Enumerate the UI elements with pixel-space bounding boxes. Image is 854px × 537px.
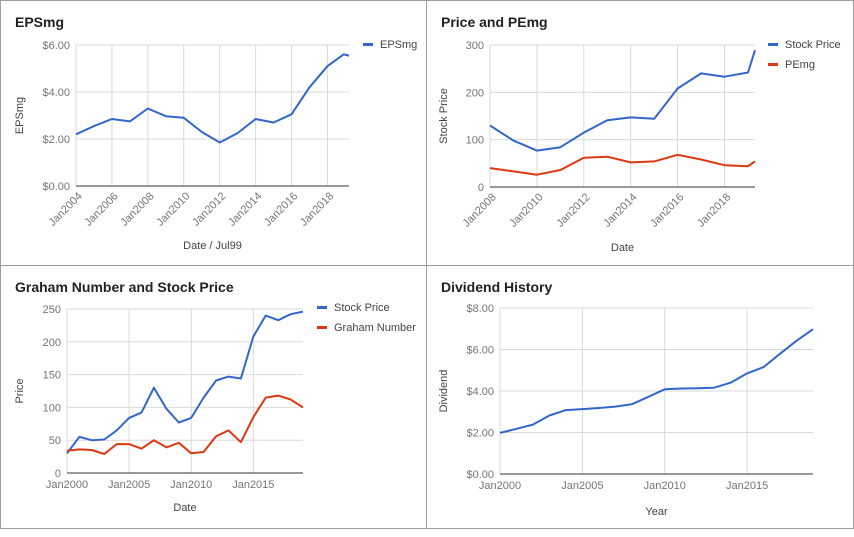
- pe-xtick-label: Jan2018: [695, 191, 733, 229]
- eps-xtick-label: Jan2004: [47, 190, 85, 228]
- eps-xtick-label: Jan2012: [190, 190, 228, 228]
- graham-xtick-label: Jan2000: [46, 479, 88, 491]
- eps-xtick-label: Jan2016: [262, 190, 300, 228]
- eps-xtick-label: Jan2010: [154, 190, 192, 228]
- pe-xtick-label: Jan2012: [554, 191, 592, 229]
- eps-xtick-label: Jan2008: [118, 190, 156, 228]
- graham-ytick-label: 150: [43, 370, 61, 382]
- eps-xtick-label: Jan2018: [298, 190, 336, 228]
- graham-xtick-label: Jan2015: [232, 479, 274, 491]
- graham-ytick-label: 0: [55, 468, 61, 480]
- graham-x-axis-title: Date: [173, 502, 196, 514]
- pe-y-axis-title: Stock Price: [438, 88, 450, 144]
- pe-legend-swatch: [768, 63, 778, 66]
- graham-xtick-label: Jan2010: [170, 479, 212, 491]
- page-bottom-strip: [0, 529, 854, 537]
- eps-xtick-label: Jan2006: [82, 190, 120, 228]
- graham-ytick-label: 250: [43, 304, 61, 316]
- graham-legend-swatch: [317, 306, 327, 309]
- eps-legend-swatch: [363, 43, 373, 46]
- eps-ytick-label: $0.00: [42, 181, 70, 193]
- dividend-chart-title: Dividend History: [441, 279, 552, 295]
- graham-ytick-label: 200: [43, 337, 61, 349]
- pe-xtick-label: Jan2014: [601, 191, 639, 229]
- pe-legend-label: Stock Price: [785, 39, 841, 51]
- dividend-xtick-label: Jan2005: [561, 480, 603, 492]
- graham-series-line-0: [66, 310, 304, 454]
- pe-ytick-label: 300: [466, 40, 484, 52]
- graham-ytick-label: 50: [49, 435, 61, 447]
- pe-xtick-label: Jan2008: [461, 191, 499, 229]
- dividend-ytick-label: $6.00: [466, 345, 494, 357]
- price-pe-chart-panel: Price and PEmg 0 100 200 300 Jan2008 Jan2010 Ja…: [426, 0, 854, 266]
- eps-legend-label: EPSmg: [380, 39, 417, 51]
- graham-legend-swatch: [317, 326, 327, 329]
- pe-legend-label: PEmg: [785, 59, 815, 71]
- pe-ytick-label: 200: [466, 87, 484, 99]
- pe-xtick-label: Jan2016: [648, 191, 686, 229]
- eps-xtick-label: Jan2014: [226, 190, 264, 228]
- eps-ytick-label: $6.00: [42, 40, 70, 52]
- pe-chart-title: Price and PEmg: [441, 14, 548, 30]
- dividend-ytick-label: $8.00: [466, 303, 494, 315]
- pe-ytick-label: 100: [466, 135, 484, 147]
- dividend-chart: Dividend History $0.00 $2.00 $4.00 $6.00 $8.0…: [438, 279, 814, 518]
- pe-xtick-label: Jan2010: [507, 191, 545, 229]
- dividend-xtick-label: Jan2015: [726, 480, 768, 492]
- eps-chart-panel: EPSmg $0.00 $2.00 $4.00 $6.00 Jan2004 Jan2006 J…: [0, 0, 427, 266]
- eps-chart: EPSmg$0.00$2.00$4.00$6.00Jan2004Jan2006J…: [14, 14, 417, 252]
- dividend-xtick-label: Jan2000: [479, 480, 521, 492]
- pe-x-axis-title: Date: [611, 242, 634, 254]
- eps-ytick-label: $2.00: [42, 134, 70, 146]
- dividend-y-axis-title: Dividend: [438, 370, 450, 413]
- graham-chart: Graham Number and Stock Price 0 50 100 150 20…: [14, 279, 416, 514]
- dividend-xtick-label: Jan2010: [644, 480, 686, 492]
- graham-chart-panel: Graham Number and Stock Price 0 50 100 150 20…: [0, 265, 427, 529]
- dividend-chart-panel: Dividend History $0.00 $2.00 $4.00 $6.00 $8.0…: [426, 265, 854, 529]
- pe-series-line-0: [489, 49, 756, 152]
- eps-series-line-0: [75, 53, 350, 144]
- graham-legend-label: Graham Number: [334, 322, 416, 334]
- pe-ytick-label: 0: [478, 182, 484, 194]
- graham-ytick-label: 100: [43, 402, 61, 414]
- eps-ytick-label: $4.00: [42, 87, 70, 99]
- graham-y-axis-title: Price: [14, 378, 26, 403]
- dividend-ytick-label: $0.00: [466, 469, 494, 481]
- pe-legend-swatch: [768, 43, 778, 46]
- eps-chart-title: EPSmg: [15, 14, 64, 30]
- graham-xtick-label: Jan2005: [108, 479, 150, 491]
- eps-x-axis-title: Date / Jul99: [183, 240, 242, 252]
- pe-series-line-1: [489, 153, 756, 176]
- dividend-series-line-0: [499, 328, 814, 434]
- graham-series-line-1: [66, 394, 304, 455]
- dividend-ytick-label: $2.00: [466, 428, 494, 440]
- eps-y-axis-title: EPSmg: [14, 97, 26, 134]
- dividend-ytick-label: $4.00: [466, 386, 494, 398]
- graham-chart-title: Graham Number and Stock Price: [15, 279, 234, 295]
- graham-legend-label: Stock Price: [334, 302, 390, 314]
- dividend-x-axis-title: Year: [645, 506, 668, 518]
